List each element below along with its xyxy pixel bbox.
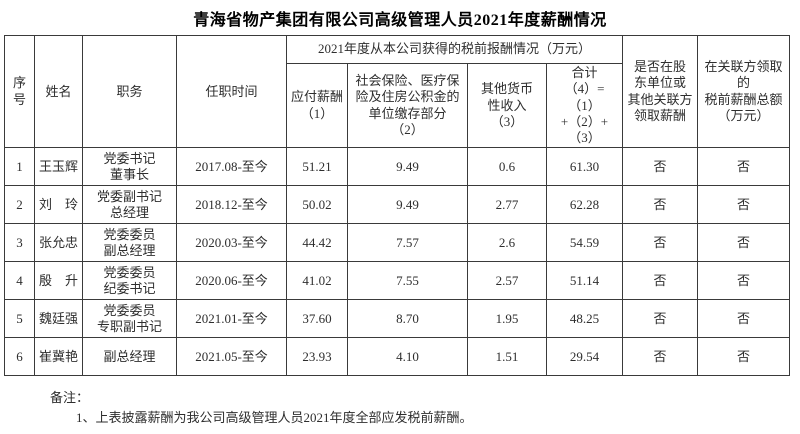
col-header-total: 合计 （4）=（1） +（2）+ （3） <box>545 62 624 149</box>
cell-position: 党委委员 副总经理 <box>82 223 177 263</box>
cell-position: 党委副书记 总经理 <box>82 185 177 225</box>
cell-other-income: 1.51 <box>467 337 547 377</box>
cell-insurance: 9.49 <box>347 147 468 187</box>
cell-total: 51.14 <box>545 261 624 301</box>
cell-name: 殷 升 <box>34 261 83 301</box>
cell-payable: 51.21 <box>286 147 348 187</box>
col-header-no: 序号 <box>4 34 35 149</box>
cell-insurance: 4.10 <box>347 337 468 377</box>
cell-other-income: 1.95 <box>467 299 547 339</box>
cell-no: 4 <box>4 261 35 301</box>
cell-no: 6 <box>4 337 35 377</box>
table-row: 2 刘 玲 党委副书记 总经理 2018.12-至今 50.02 9.49 2.… <box>4 185 791 225</box>
header-row-sub: 应付薪酬 （1） 社会保险、医疗保 险及住房公积金的 单位缴存部分 （2） 其他… <box>5 62 790 149</box>
col-header-position: 职务 <box>82 34 177 149</box>
cell-total: 62.28 <box>545 185 624 225</box>
cell-position: 党委委员 纪委书记 <box>82 261 177 301</box>
cell-payable: 50.02 <box>286 185 348 225</box>
cell-tenure: 2017.08-至今 <box>176 147 287 187</box>
cell-related-amount: 否 <box>697 337 791 377</box>
cell-position: 党委书记 董事长 <box>82 147 177 187</box>
cell-other-income: 2.77 <box>467 185 547 225</box>
cell-related-flag: 否 <box>622 185 699 225</box>
cell-other-income: 2.57 <box>467 261 547 301</box>
cell-insurance: 8.70 <box>347 299 468 339</box>
header-row-top: 序号 姓名 职务 任职时间 2021年度从本公司获得的税前报酬情况（万元） 是否… <box>4 34 791 149</box>
cell-related-amount: 否 <box>697 147 791 187</box>
cell-payable: 37.60 <box>286 299 348 339</box>
cell-tenure: 2020.06-至今 <box>176 261 287 301</box>
cell-related-amount: 否 <box>697 185 791 225</box>
cell-payable: 41.02 <box>286 261 348 301</box>
cell-name: 刘 玲 <box>34 185 83 225</box>
cell-related-flag: 否 <box>622 147 699 187</box>
cell-no: 1 <box>4 147 35 187</box>
cell-name: 崔冀艳 <box>34 337 83 377</box>
cell-no: 5 <box>4 299 35 339</box>
col-header-other-income: 其他货币 性收入 （3） <box>467 62 547 149</box>
cell-payable: 23.93 <box>286 337 348 377</box>
table-row: 4 殷 升 党委委员 纪委书记 2020.06-至今 41.02 7.55 2.… <box>4 261 791 301</box>
col-header-related-amount: 在关联方领取的 税前薪酬总额 （万元） <box>697 34 791 149</box>
cell-insurance: 9.49 <box>347 185 468 225</box>
cell-tenure: 2021.01-至今 <box>176 299 287 339</box>
cell-no: 2 <box>4 185 35 225</box>
cell-position: 党委委员 专职副书记 <box>82 299 177 339</box>
cell-other-income: 0.6 <box>467 147 547 187</box>
col-header-related-flag: 是否在股 东单位或 其他关联方 领取薪酬 <box>622 34 699 149</box>
cell-no: 3 <box>4 223 35 263</box>
cell-related-amount: 否 <box>697 223 791 263</box>
col-header-tenure: 任职时间 <box>176 34 287 149</box>
notes-item-1: 1、上表披露薪酬为我公司高级管理人员2021年度全部应发税前薪酬。 <box>76 410 473 426</box>
salary-table: 序号 姓名 职务 任职时间 2021年度从本公司获得的税前报酬情况（万元） 是否… <box>4 34 791 377</box>
notes-section: 备注： 1、上表披露薪酬为我公司高级管理人员2021年度全部应发税前薪酬。 <box>0 388 800 428</box>
cell-related-flag: 否 <box>622 223 699 263</box>
cell-position: 副总经理 <box>82 337 177 377</box>
cell-tenure: 2018.12-至今 <box>176 185 287 225</box>
notes-label: 备注： <box>50 390 90 406</box>
col-header-name: 姓名 <box>34 34 83 149</box>
cell-insurance: 7.57 <box>347 223 468 263</box>
cell-total: 61.30 <box>545 147 624 187</box>
cell-payable: 44.42 <box>286 223 348 263</box>
table-row: 3 张允忠 党委委员 副总经理 2020.03-至今 44.42 7.57 2.… <box>4 223 791 263</box>
cell-total: 48.25 <box>545 299 624 339</box>
table-row: 1 王玉辉 党委书记 董事长 2017.08-至今 51.21 9.49 0.6… <box>4 147 791 187</box>
cell-tenure: 2020.03-至今 <box>176 223 287 263</box>
cell-related-amount: 否 <box>697 261 791 301</box>
page-title: 青海省物产集团有限公司高级管理人员2021年度薪酬情况 <box>193 12 607 29</box>
table-row: 6 崔冀艳 副总经理 2021.05-至今 23.93 4.10 1.51 29… <box>4 337 791 377</box>
cell-tenure: 2021.05-至今 <box>176 337 287 377</box>
cell-related-flag: 否 <box>622 261 699 301</box>
cell-name: 魏廷强 <box>34 299 83 339</box>
cell-other-income: 2.6 <box>467 223 547 263</box>
col-header-payable: 应付薪酬 （1） <box>286 62 348 149</box>
cell-related-flag: 否 <box>622 299 699 339</box>
cell-related-flag: 否 <box>622 337 699 377</box>
col-header-comp-group: 2021年度从本公司获得的税前报酬情况（万元） <box>285 35 624 64</box>
table-row: 5 魏廷强 党委委员 专职副书记 2021.01-至今 37.60 8.70 1… <box>4 299 791 339</box>
cell-name: 张允忠 <box>34 223 83 263</box>
cell-related-amount: 否 <box>697 299 791 339</box>
cell-total: 29.54 <box>545 337 624 377</box>
cell-total: 54.59 <box>545 223 624 263</box>
col-header-insurance: 社会保险、医疗保 险及住房公积金的 单位缴存部分 （2） <box>347 62 468 149</box>
cell-name: 王玉辉 <box>34 147 83 187</box>
cell-insurance: 7.55 <box>347 261 468 301</box>
